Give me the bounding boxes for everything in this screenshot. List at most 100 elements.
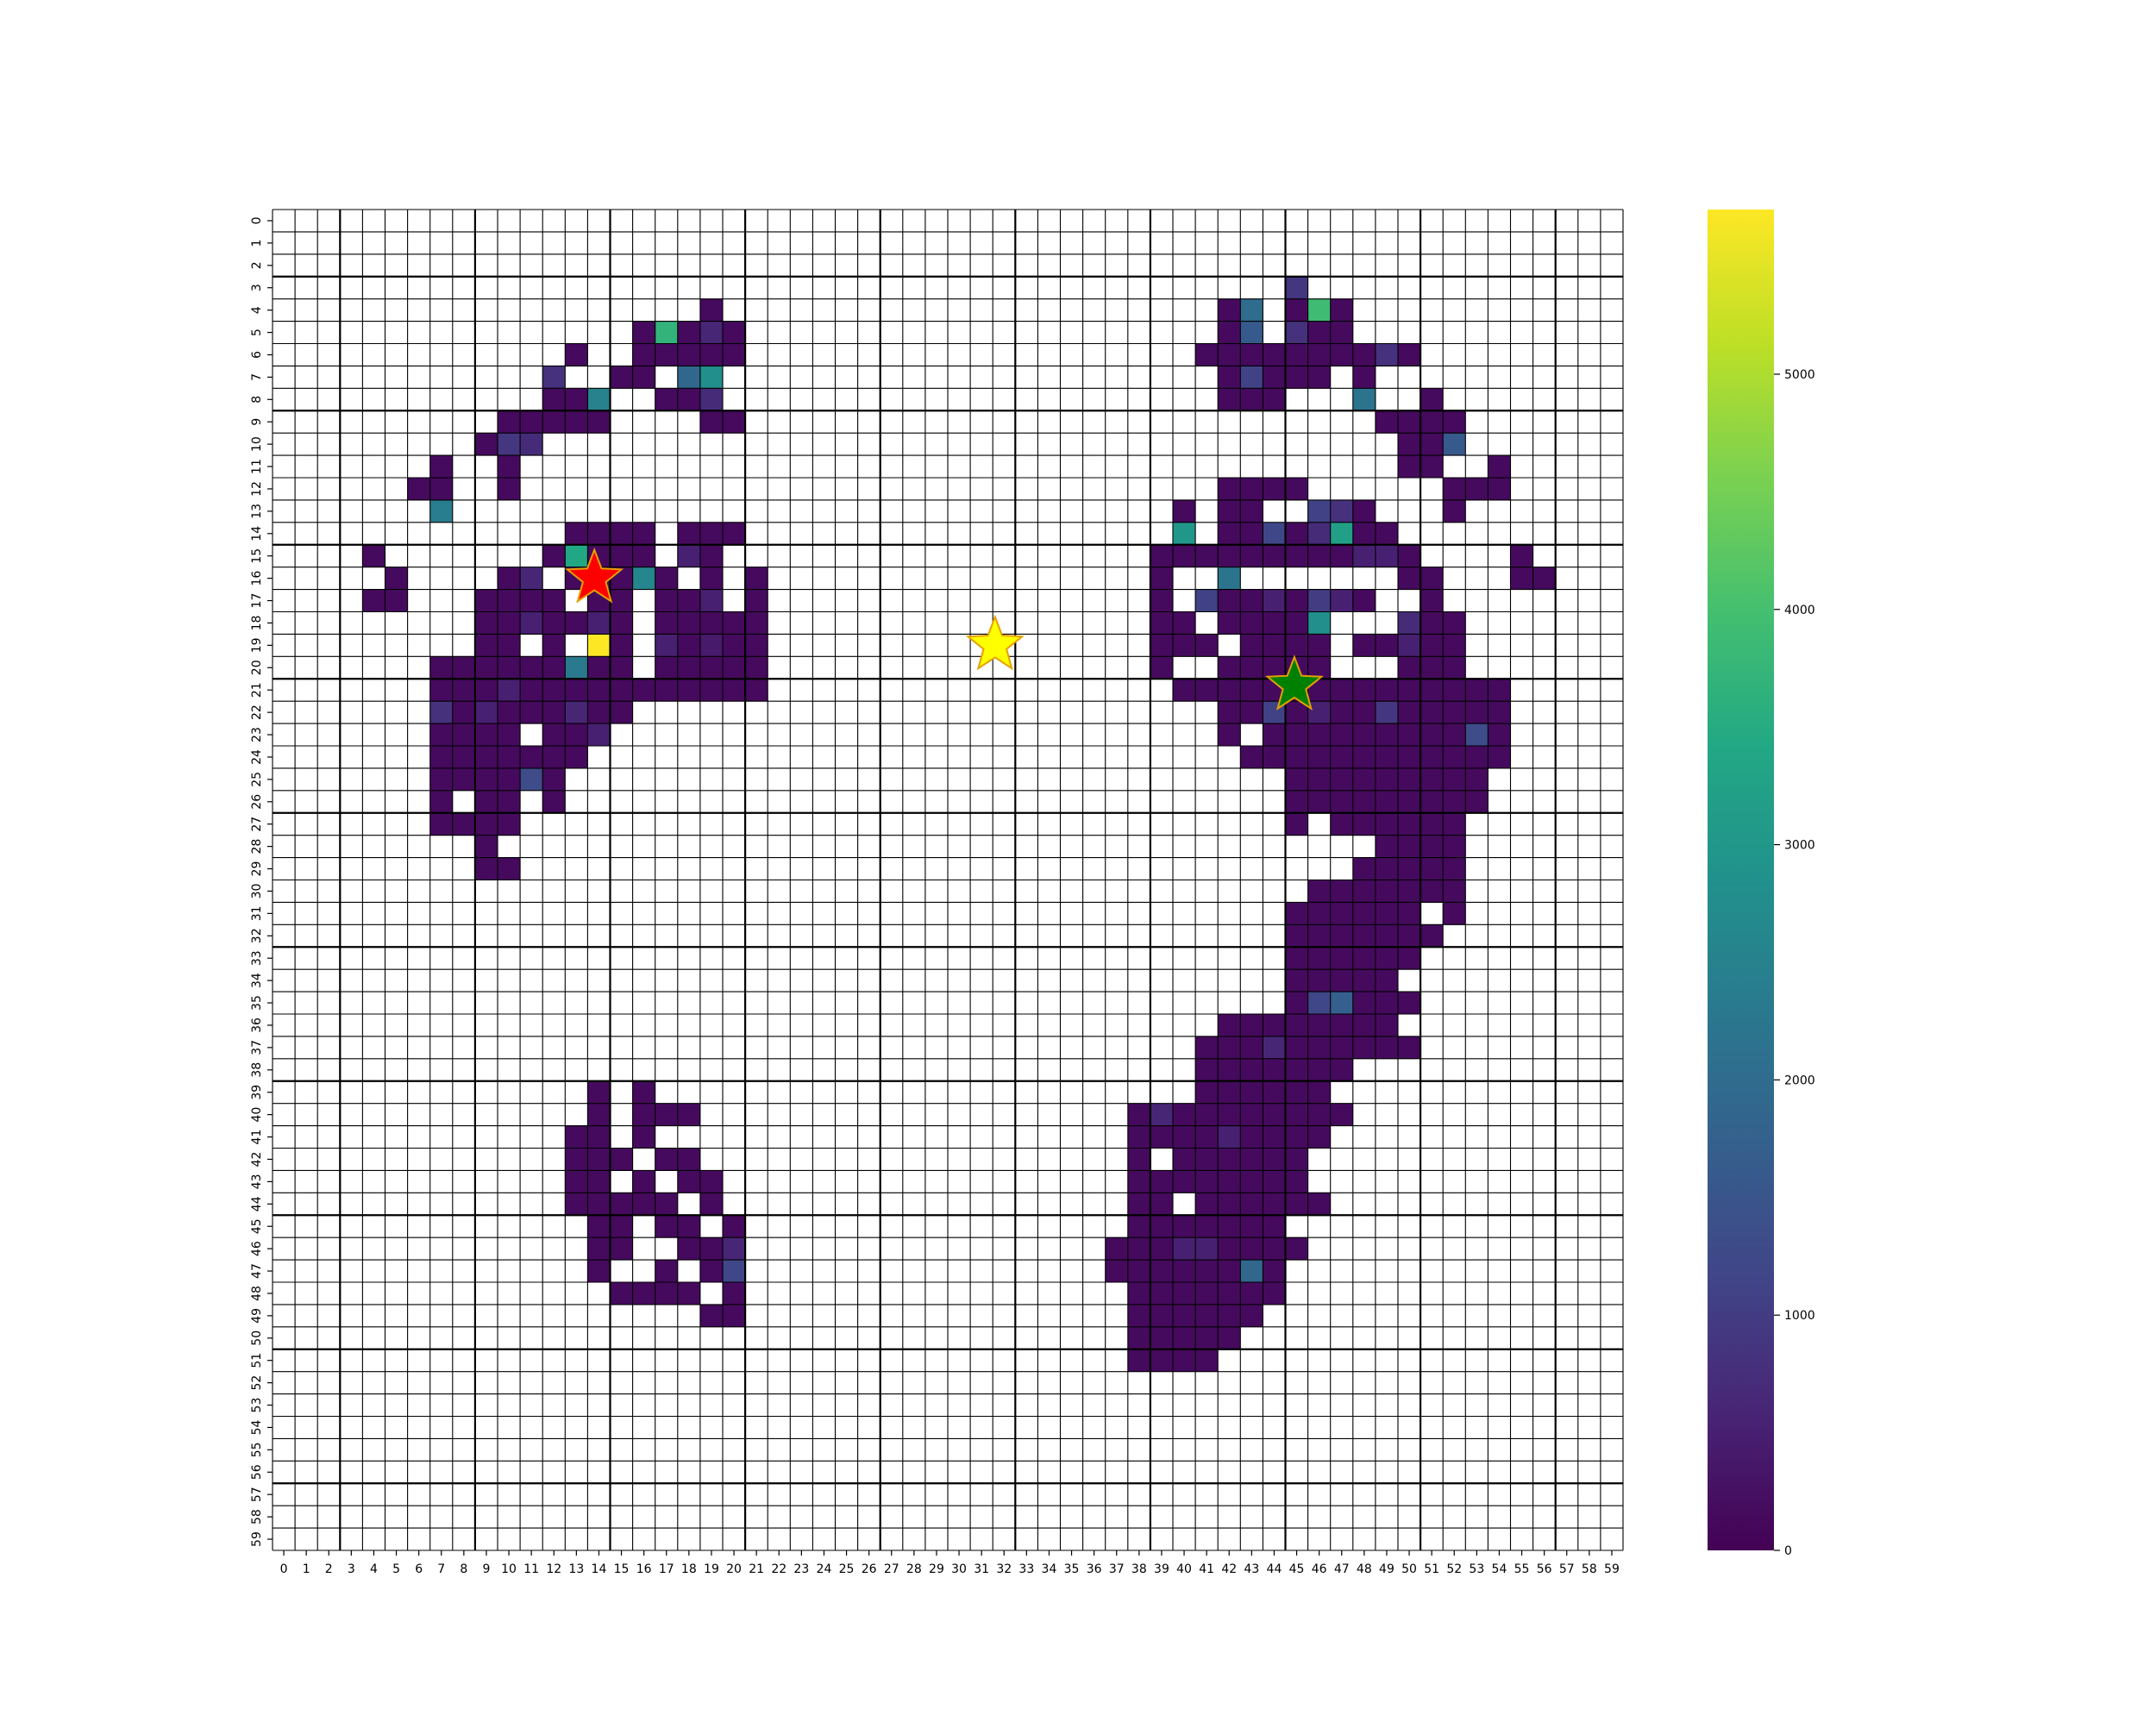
heatmap-cell xyxy=(542,701,566,724)
heatmap-cell xyxy=(632,1103,655,1126)
heatmap-cell xyxy=(474,812,498,836)
heatmap-cell xyxy=(1352,589,1376,612)
heatmap-cell xyxy=(1240,522,1263,545)
heatmap-cell xyxy=(1375,410,1398,434)
heatmap-cell xyxy=(1195,343,1219,366)
heatmap-cell xyxy=(1285,1014,1308,1036)
heatmap-cell xyxy=(655,567,678,590)
heatmap-cell xyxy=(677,388,700,411)
heatmap-cell xyxy=(1443,902,1466,925)
y-tick-label: 51 xyxy=(250,1353,264,1368)
colorbar-tick-label: 3000 xyxy=(1784,839,1815,853)
x-tick-label: 35 xyxy=(1064,1562,1080,1576)
heatmap-cell xyxy=(1307,969,1331,992)
heatmap-cell xyxy=(1240,589,1263,612)
heatmap-cell xyxy=(587,1103,611,1126)
heatmap-cell xyxy=(1352,388,1376,411)
heatmap-cell xyxy=(1127,1282,1150,1305)
heatmap-cell xyxy=(699,1237,723,1261)
heatmap-cell xyxy=(699,1304,723,1327)
heatmap-cell xyxy=(1195,1193,1219,1216)
y-tick-label: 50 xyxy=(250,1330,264,1346)
heatmap-cell xyxy=(1218,567,1241,590)
heatmap-cell xyxy=(1285,992,1308,1014)
heatmap-cell xyxy=(1352,969,1376,992)
heatmap-cell xyxy=(745,567,768,590)
heatmap-cell xyxy=(1127,1125,1150,1149)
heatmap-cell xyxy=(429,790,453,813)
heatmap-cell xyxy=(1420,634,1444,657)
heatmap-cell xyxy=(677,366,700,389)
heatmap-cell xyxy=(1240,746,1263,768)
heatmap-cell xyxy=(565,679,588,702)
y-tick-label: 57 xyxy=(250,1487,264,1502)
heatmap-cell xyxy=(1150,656,1173,679)
heatmap-cell xyxy=(1173,522,1196,545)
y-tick-label: 54 xyxy=(250,1419,264,1435)
heatmap-cell xyxy=(1375,880,1398,903)
heatmap-cell xyxy=(1443,656,1466,679)
heatmap-cell xyxy=(1195,1036,1219,1059)
heatmap-cell xyxy=(498,611,521,635)
colorbar xyxy=(1708,210,1774,1550)
heatmap-cell xyxy=(1375,701,1398,724)
x-tick-label: 20 xyxy=(726,1562,742,1576)
heatmap-cell xyxy=(610,634,633,657)
heatmap-cell xyxy=(655,343,678,366)
heatmap-cell xyxy=(1532,567,1556,590)
heatmap-cell xyxy=(1127,1349,1150,1372)
heatmap-cell xyxy=(745,589,768,612)
heatmap-cell xyxy=(565,410,588,434)
y-tick-label: 36 xyxy=(250,1017,264,1033)
heatmap-cell xyxy=(429,455,453,478)
heatmap-cell xyxy=(632,1193,655,1216)
heatmap-cell xyxy=(723,410,746,434)
heatmap-cell xyxy=(1285,1170,1308,1193)
heatmap-cell xyxy=(498,701,521,724)
heatmap-cell xyxy=(723,1282,746,1305)
heatmap-cell xyxy=(1330,1014,1353,1036)
heatmap-cell xyxy=(1375,634,1398,657)
heatmap-cell xyxy=(1420,567,1444,590)
heatmap-cell xyxy=(474,611,498,635)
heatmap-cell xyxy=(1285,298,1308,322)
heatmap-cell xyxy=(1285,969,1308,992)
heatmap-cell xyxy=(1420,701,1444,724)
heatmap-cell xyxy=(610,1237,633,1261)
heatmap-cell xyxy=(1263,343,1286,366)
colorbar-tick-label: 1000 xyxy=(1784,1309,1815,1323)
heatmap-cell xyxy=(474,656,498,679)
heatmap-cell xyxy=(1218,679,1241,702)
heatmap-cell xyxy=(1195,1215,1219,1238)
x-tick-label: 41 xyxy=(1199,1562,1214,1576)
heatmap-cell xyxy=(723,1260,746,1282)
heatmap-cell xyxy=(1307,611,1331,635)
heatmap-cell xyxy=(498,478,521,500)
heatmap-cell xyxy=(1488,746,1511,768)
heatmap-cell xyxy=(587,656,611,679)
heatmap-cell xyxy=(1398,634,1421,657)
heatmap-cell xyxy=(1218,1304,1241,1327)
heatmap-cell xyxy=(632,343,655,366)
heatmap-cell xyxy=(1375,746,1398,768)
heatmap-cell xyxy=(677,634,700,657)
heatmap-cell xyxy=(1375,522,1398,545)
heatmap-cell xyxy=(1488,701,1511,724)
heatmap-cell xyxy=(429,812,453,836)
x-tick-label: 55 xyxy=(1514,1562,1530,1576)
heatmap-cell xyxy=(587,522,611,545)
heatmap-cell xyxy=(1465,767,1489,791)
heatmap-cell xyxy=(1195,634,1219,657)
heatmap-cell xyxy=(1285,812,1308,836)
heatmap-cell xyxy=(1398,544,1421,567)
heatmap-cell xyxy=(1352,767,1376,791)
heatmap-cell xyxy=(1218,1237,1241,1261)
y-tick-label: 38 xyxy=(250,1062,264,1078)
heatmap-cell xyxy=(498,767,521,791)
heatmap-cell xyxy=(1263,478,1286,500)
x-tick-label: 10 xyxy=(501,1562,517,1576)
heatmap-cell xyxy=(1240,1193,1263,1216)
heatmap-cell xyxy=(723,321,746,344)
heatmap-cell xyxy=(1263,746,1286,768)
heatmap-cell xyxy=(1330,790,1353,813)
